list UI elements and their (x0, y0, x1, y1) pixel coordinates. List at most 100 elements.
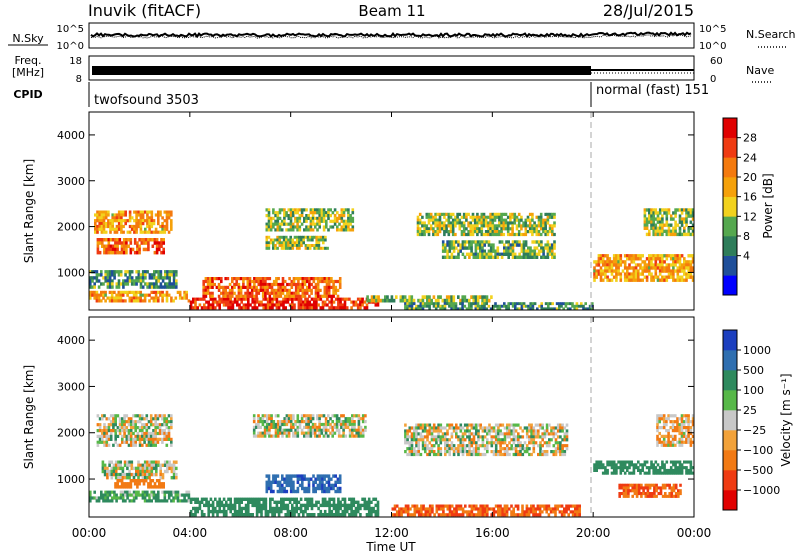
velocity-cell (281, 428, 284, 432)
velocity-cell (415, 510, 419, 514)
power-cell (331, 211, 335, 215)
velocity-cell (408, 435, 412, 439)
velocity-cell (142, 482, 146, 486)
power-cell (658, 260, 662, 264)
power-cell (548, 230, 552, 234)
velocity-cell (276, 414, 280, 418)
power-cell (269, 222, 273, 226)
velocity-cell (116, 434, 120, 438)
power-cell (674, 260, 677, 264)
velocity-cell (472, 426, 476, 430)
velocity-cell (323, 489, 326, 494)
power-cell (95, 276, 99, 280)
velocity-cell (541, 444, 544, 448)
power-cell (287, 216, 291, 220)
power-cell (209, 282, 212, 287)
power-cell (645, 208, 649, 212)
velocity-cell (157, 499, 160, 503)
noise-right-tick-top: 10^5 (699, 24, 726, 35)
power-cell (128, 224, 132, 229)
velocity-cell (114, 434, 117, 438)
power-cell (319, 279, 322, 284)
power-cell (401, 298, 405, 303)
power-cell (404, 302, 407, 306)
power-cell (439, 307, 442, 310)
velocity-cell (376, 503, 380, 508)
power-cell (129, 241, 133, 245)
power-cell (272, 246, 275, 250)
power-cell (436, 218, 440, 222)
power-cell (111, 216, 114, 220)
velocity-cell (472, 447, 476, 451)
velocity-cell (517, 423, 520, 427)
velocity-cell (353, 434, 356, 438)
velocity-cell (450, 504, 454, 508)
velocity-cell (432, 423, 436, 427)
power-cell (460, 224, 464, 228)
velocity-cell (106, 469, 109, 474)
power-cell (102, 216, 106, 220)
velocity-cell (470, 441, 474, 445)
power-cell (265, 246, 269, 250)
power-cell (299, 303, 303, 307)
power-cell (663, 223, 666, 227)
power-cell (446, 255, 449, 259)
power-cell (544, 243, 547, 247)
power-cell (321, 277, 324, 281)
velocity-cell (170, 440, 173, 444)
velocity-cell (279, 425, 282, 429)
power-cell (685, 266, 688, 270)
velocity-patch (252, 414, 367, 438)
power-cell (128, 290, 132, 294)
power-cell (306, 235, 310, 239)
power-ytick-label: 1000 (57, 266, 85, 279)
velocity-cell (506, 450, 509, 454)
velocity-cell (198, 506, 202, 511)
velocity-cell (156, 431, 160, 436)
velocity-cell (283, 477, 286, 481)
velocity-cell (145, 417, 149, 421)
velocity-cell (424, 444, 427, 448)
velocity-cell (492, 441, 496, 445)
power-cell (102, 276, 105, 280)
power-cell (291, 208, 295, 212)
power-cell (95, 273, 99, 277)
velocity-cell (114, 466, 118, 471)
velocity-cell (459, 435, 463, 439)
power-cell (116, 244, 119, 248)
power-cell (146, 222, 149, 226)
power-cell (334, 288, 338, 292)
power-cell (323, 303, 327, 307)
velocity-cell (329, 417, 332, 421)
power-cell (546, 252, 550, 256)
velocity-cell (303, 425, 306, 429)
velocity-cell (152, 472, 156, 477)
power-cell (515, 218, 519, 222)
power-cell (678, 278, 682, 282)
velocity-cell (329, 422, 332, 427)
velocity-cell (428, 423, 432, 427)
power-cell (626, 275, 629, 279)
velocity-cell (453, 510, 456, 514)
power-cell (269, 306, 272, 310)
power-cell (553, 307, 557, 310)
power-cell (111, 227, 114, 231)
velocity-cell (148, 493, 151, 497)
velocity-cell (154, 499, 158, 503)
velocity-cell (141, 434, 144, 438)
power-cell (303, 228, 306, 232)
velocity-cell (145, 426, 149, 430)
power-cell (595, 263, 598, 267)
power-cell (108, 270, 112, 274)
power-cell (287, 208, 291, 212)
power-cell (667, 272, 671, 276)
power-cell (259, 285, 263, 289)
power-cell (150, 224, 154, 229)
velocity-cell (123, 440, 126, 444)
velocity-cell (238, 513, 241, 517)
power-cell (412, 302, 416, 306)
power-cell (632, 266, 636, 270)
power-cell (356, 303, 360, 307)
power-cell (531, 224, 534, 228)
power-cell (674, 254, 677, 258)
